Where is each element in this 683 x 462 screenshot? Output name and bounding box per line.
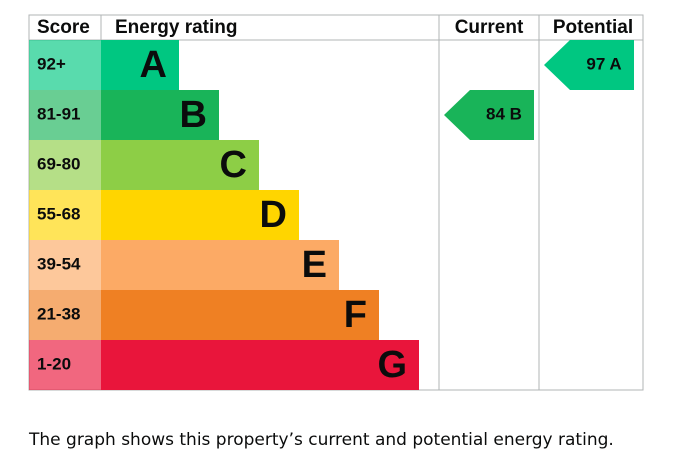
rating-bar [101,290,379,340]
score-cell [29,240,101,290]
rating-letter: B [180,94,207,136]
rating-letter: C [220,144,247,186]
score-cell [29,40,101,90]
rating-bar [101,340,419,390]
rating-arrow-label: 84 B [486,104,522,123]
rating-letter: G [377,344,407,386]
header: Energy rating [115,17,237,38]
rating-letter: A [140,44,167,86]
score-label: 1-20 [37,354,71,373]
header: Potential [553,17,633,38]
score-label: 39-54 [37,254,81,273]
rating-letter: E [302,244,327,286]
score-cell [29,90,101,140]
rating-bar [101,190,299,240]
score-cell [29,190,101,240]
score-cell [29,140,101,190]
score-label: 81-91 [37,104,80,123]
caption: The graph shows this property’s current … [28,430,614,450]
rating-bar [101,90,219,140]
header: Current [455,17,524,38]
rating-bar [101,240,339,290]
score-label: 69-80 [37,154,80,173]
score-label: 92+ [37,54,66,73]
rating-arrow [444,90,534,140]
score-cell [29,290,101,340]
rating-letter: D [260,194,287,236]
rating-bar [101,140,259,190]
score-label: 55-68 [37,204,80,223]
rating-arrow-label: 97 A [586,54,621,73]
rating-arrow [544,40,634,90]
rating-bar [101,40,179,90]
rating-letter: F [344,294,367,336]
score-label: 21-38 [37,304,80,323]
score-cell [29,340,101,390]
header: Score [37,17,90,38]
